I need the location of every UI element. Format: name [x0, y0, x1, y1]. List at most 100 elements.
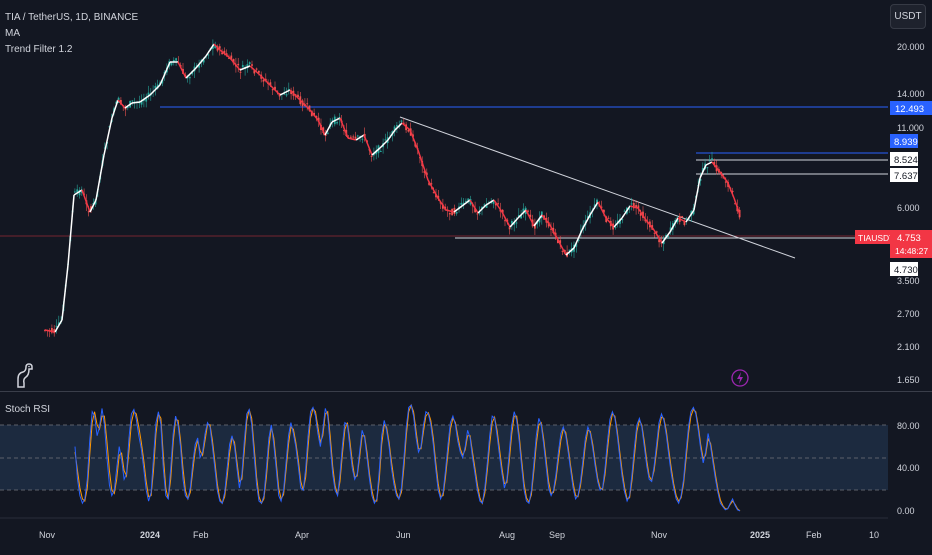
trend-filter-segment	[205, 43, 215, 57]
candle-body	[370, 155, 373, 157]
candle-body	[596, 199, 598, 204]
candle-body	[428, 182, 430, 185]
candle-body	[276, 90, 279, 92]
trend-filter-segment	[557, 239, 567, 256]
indicator-trend-filter-legend[interactable]: Trend Filter 1.2	[5, 44, 73, 55]
price-axis[interactable]: 20.000 14.000 11.000 6.000 3.500 2.700 2…	[897, 42, 925, 385]
trend-filter-segment	[177, 61, 187, 79]
countdown-badge: 14:48:27	[895, 246, 928, 256]
candle-body	[628, 208, 631, 210]
candle-body	[474, 208, 476, 213]
time-label: Sep	[549, 530, 565, 540]
trend-filter-segment	[685, 209, 695, 223]
trend-filter-segment	[317, 119, 326, 136]
candle-body	[373, 153, 375, 156]
trend-filter-segment	[394, 122, 403, 131]
candle-body	[239, 71, 242, 73]
trend-filter-segment	[727, 182, 735, 199]
descending-trendline[interactable]	[399, 116, 796, 259]
candle-body	[361, 138, 364, 140]
trend-filter-segment	[677, 217, 687, 223]
candle-body	[251, 64, 253, 66]
trend-filter-segment	[485, 199, 495, 206]
time-label: Nov	[651, 530, 668, 540]
indicator-ma-legend[interactable]: MA	[5, 28, 20, 39]
trend-filter-segment	[289, 89, 301, 101]
candle-body	[632, 202, 635, 209]
candle-body	[352, 136, 355, 138]
candle-body	[400, 120, 403, 122]
candle-body	[467, 198, 470, 203]
stoch-tick: 0.00	[897, 506, 915, 516]
candle-body	[527, 210, 529, 212]
candle-body	[485, 204, 488, 208]
candle-body	[170, 62, 173, 66]
trend-filter-segment	[621, 205, 631, 219]
candle-body	[145, 98, 148, 102]
stoch-k-line	[74, 404, 741, 512]
candle-body	[460, 202, 463, 205]
price-tick: 1.650	[897, 375, 920, 385]
candle-body	[430, 183, 433, 185]
candle-body	[734, 203, 736, 205]
trend-filter-segment	[279, 89, 291, 96]
candle-body	[287, 89, 290, 91]
candle-body	[455, 212, 458, 214]
trend-filter-segment	[371, 147, 381, 156]
trend-filter-segment	[401, 122, 411, 131]
trend-filter-segment	[117, 99, 126, 109]
candle-body	[536, 221, 539, 225]
candle-body	[614, 227, 617, 229]
stoch-axis[interactable]: 80.00 40.00 0.00	[897, 421, 920, 516]
candle-body	[711, 158, 713, 160]
tradingview-logo-icon[interactable]	[14, 363, 36, 389]
trend-filter-segment	[589, 201, 599, 216]
time-label: 2025	[750, 530, 770, 540]
candle-body	[637, 205, 640, 209]
candle-body	[639, 212, 642, 216]
candle-body	[285, 94, 288, 96]
trend-filter-segment	[525, 209, 535, 227]
price-tick: 3.500	[897, 276, 920, 286]
candle-body	[274, 86, 276, 90]
trend-filter-segment	[653, 229, 663, 244]
stoch-d-line	[74, 403, 741, 512]
candle-body	[653, 232, 656, 234]
trend-filter-segment	[89, 199, 97, 213]
symbol-tag: TIAUSDT	[858, 233, 894, 243]
trend-filter-segment	[103, 117, 113, 156]
candle-body	[246, 64, 249, 68]
candle-body	[120, 100, 122, 105]
lightning-icon[interactable]	[731, 369, 749, 387]
trend-filter-segment	[453, 205, 463, 213]
candle-body	[511, 221, 513, 224]
stoch-rsi-legend[interactable]: Stoch RSI	[5, 404, 51, 415]
trend-filter-segment	[565, 247, 575, 256]
candle-body	[221, 52, 223, 55]
candle-body	[681, 216, 683, 218]
candle-body	[623, 210, 626, 212]
candle-body	[90, 206, 92, 211]
time-label: Aug	[499, 530, 515, 540]
candle-body	[630, 203, 633, 205]
trend-filter-segment	[379, 139, 389, 149]
candle-body	[658, 239, 660, 243]
candle-body	[483, 204, 486, 206]
candle-body	[568, 249, 571, 251]
candle-body	[508, 227, 511, 230]
time-axis[interactable]: Nov 2024 Feb Apr Jun Aug Sep Nov 2025 Fe…	[39, 530, 879, 540]
candle-body	[356, 135, 359, 137]
candle-body	[402, 122, 405, 124]
trend-filter-segment	[541, 214, 551, 226]
symbol-legend[interactable]: TIA / TetherUS, 1D, BINANCE	[5, 12, 139, 23]
candle-body	[253, 70, 256, 74]
currency-button[interactable]: USDT	[890, 4, 926, 29]
candle-body	[375, 150, 378, 155]
candle-body	[255, 68, 258, 70]
trend-filter-segment	[54, 319, 63, 333]
candle-body	[432, 192, 435, 194]
pane-divider[interactable]	[0, 391, 932, 392]
candle-body	[172, 60, 175, 62]
candle-body	[262, 79, 265, 82]
